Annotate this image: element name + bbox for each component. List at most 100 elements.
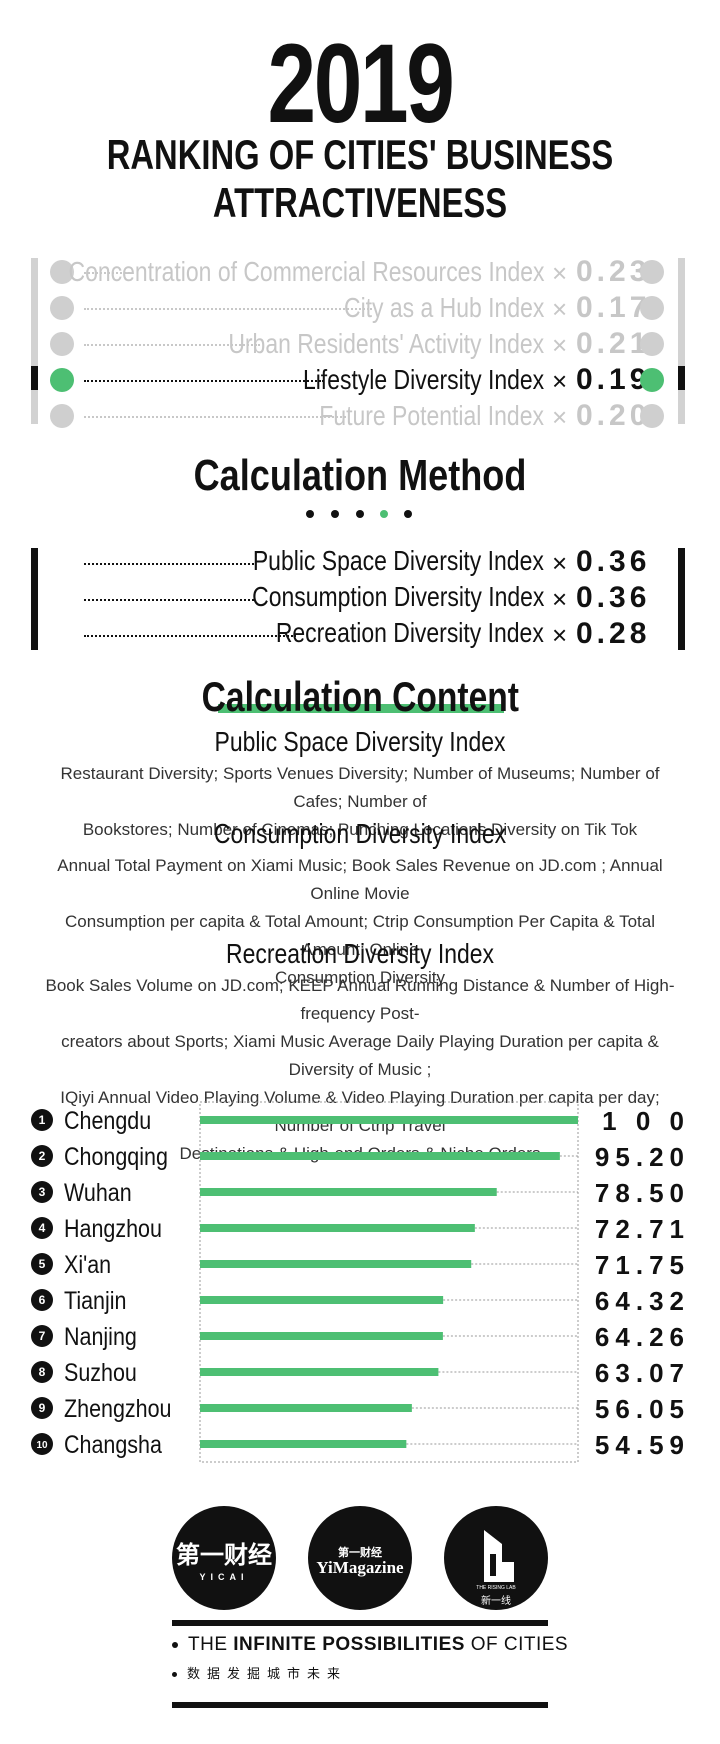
step-dot-5 — [404, 510, 412, 518]
index-weight: 0.19 — [576, 363, 651, 396]
yimagazine-logo-text: YiMagazine — [316, 1558, 404, 1577]
index-bracket-right — [678, 258, 685, 424]
content-line: Book Sales Volume on JD.com; KEEP Annual… — [45, 976, 675, 1023]
index-leader — [84, 344, 260, 346]
city-label: Suzhou — [64, 1358, 137, 1386]
value-label: 64.26 — [595, 1322, 690, 1352]
rank-badge — [31, 1289, 53, 1311]
rank-badge — [31, 1361, 53, 1383]
yicai-logo-subtext: YICAI — [199, 1572, 249, 1582]
index-dot-right — [640, 332, 664, 356]
yicai-logo-text: 第一财经 — [176, 1542, 272, 1569]
method-row-public-space: Public Space Diversity Index × 0.36 — [0, 544, 720, 580]
index-dot-left-active — [50, 368, 74, 392]
method-bracket-left — [31, 548, 38, 650]
method-weight: 0.36 — [576, 545, 651, 578]
tagline-post: OF CITIES — [464, 1634, 569, 1655]
city-label: Zhengzhou — [64, 1394, 171, 1422]
city-label: Wuhan — [64, 1178, 132, 1206]
chart-frame — [199, 1101, 579, 1463]
yimagazine-logo-subtext: 第一财经 — [338, 1547, 382, 1559]
bar — [200, 1188, 497, 1196]
bar — [200, 1332, 443, 1340]
index-weight: 0.20 — [576, 399, 651, 432]
index-leader — [84, 380, 324, 382]
value-label: 56.05 — [595, 1394, 690, 1424]
index-label: Future Potential Index — [319, 400, 544, 431]
method-label: Recreation Diversity Index — [276, 617, 544, 648]
multiply-sign: × — [552, 258, 568, 288]
multiply-sign: × — [552, 548, 568, 578]
value-label: 78.50 — [595, 1178, 690, 1208]
method-label: Public Space Diversity Index — [253, 545, 544, 576]
tagline-pre: THE — [188, 1634, 234, 1655]
value-label: 63.07 — [595, 1358, 690, 1388]
rank-number: 2 — [39, 1149, 46, 1163]
value-label: 54.59 — [595, 1430, 690, 1460]
value-label: 1 0 0 — [602, 1106, 690, 1136]
index-dot-right — [640, 404, 664, 428]
content-heading-public-space: Public Space Diversity Index — [214, 726, 506, 757]
content-line: Bookstores; Number of Cinemas; Punching … — [82, 820, 638, 839]
index-weight: 0.17 — [576, 291, 651, 324]
index-row-city-hub: City as a Hub Index × 0.17 — [0, 290, 720, 326]
footer-tagline-cn: 数据发掘城市未来 — [172, 1664, 347, 1684]
index-row-commercial-resources: Concentration of Commercial Resources In… — [0, 254, 720, 290]
xinyixian-logo-text: 新一线 — [481, 1596, 511, 1607]
multiply-sign: × — [552, 294, 568, 324]
index-dot-left — [50, 296, 74, 320]
rank-number: 3 — [39, 1185, 46, 1199]
method-weight: 0.36 — [576, 581, 651, 614]
multiply-sign: × — [552, 402, 568, 432]
title-line-1: RANKING OF CITIES' BUSINESS — [106, 131, 614, 178]
content-line: Restaurant Diversity; Sports Venues Dive… — [60, 764, 660, 811]
step-dot-3 — [356, 510, 364, 518]
index-bracket-right-active — [678, 366, 685, 390]
footer-rule-top — [172, 1620, 548, 1626]
calculation-content-underline — [218, 704, 504, 713]
xinyixian-mark-icon — [484, 1530, 514, 1582]
value-label: 72.71 — [595, 1214, 690, 1244]
city-ranking-chart: 1 Chengdu 1 0 0 2 Chongqing 95.20 3 Wuhan 78.50 4… — [31, 1101, 690, 1463]
rank-number: 8 — [39, 1365, 46, 1379]
method-bracket-right — [678, 548, 685, 650]
tagline-cn-text: 数据发掘城市未来 — [187, 1666, 348, 1681]
calculation-content-header: Calculation Content — [0, 672, 720, 722]
index-leader — [84, 416, 346, 418]
bullet-icon — [172, 1672, 177, 1678]
xinyixian-logo: THE RISING LAB 新一线 — [444, 1506, 548, 1610]
rank-number: 10 — [36, 1440, 48, 1451]
city-label: Hangzhou — [64, 1214, 162, 1242]
footer-tagline: THE INFINITE POSSIBILITIES OF CITIES — [172, 1632, 568, 1658]
rank-number: 1 — [39, 1113, 46, 1127]
index-bracket-left-active — [31, 366, 38, 390]
index-leader — [84, 272, 130, 274]
bullet-icon — [172, 1641, 178, 1648]
index-label: Urban Residents' Activity Index — [228, 328, 544, 359]
index-row-lifestyle-diversity: Lifestyle Diversity Index × 0.19 — [0, 362, 720, 398]
year-heading: 2019 — [267, 21, 455, 146]
multiply-sign: × — [552, 366, 568, 396]
index-dot-right — [640, 260, 664, 284]
method-row-recreation: Recreation Diversity Index × 0.28 — [0, 616, 720, 652]
method-row-consumption: Consumption Diversity Index × 0.36 — [0, 580, 720, 616]
bar — [200, 1368, 439, 1376]
bar — [200, 1116, 578, 1124]
city-label: Changsha — [64, 1430, 162, 1458]
method-leader — [84, 635, 296, 637]
index-dot-right-active — [640, 368, 664, 392]
index-row-residents-activity: Urban Residents' Activity Index × 0.21 — [0, 326, 720, 362]
method-leader — [84, 599, 254, 601]
rank-badge — [31, 1325, 53, 1347]
step-dot-4-active — [380, 510, 388, 518]
city-label: Tianjin — [64, 1286, 126, 1314]
title-line-2: ATTRACTIVENESS — [212, 179, 508, 226]
index-dot-left — [50, 404, 74, 428]
index-bracket-left — [31, 258, 38, 424]
index-label: City as a Hub Index — [343, 292, 544, 323]
rank-number: 7 — [39, 1329, 46, 1343]
tagline-bold: INFINITE POSSIBILITIES — [233, 1634, 465, 1655]
rank-number: 6 — [39, 1293, 46, 1307]
rank-number: 4 — [39, 1221, 46, 1235]
index-weight: 0.21 — [576, 327, 651, 360]
